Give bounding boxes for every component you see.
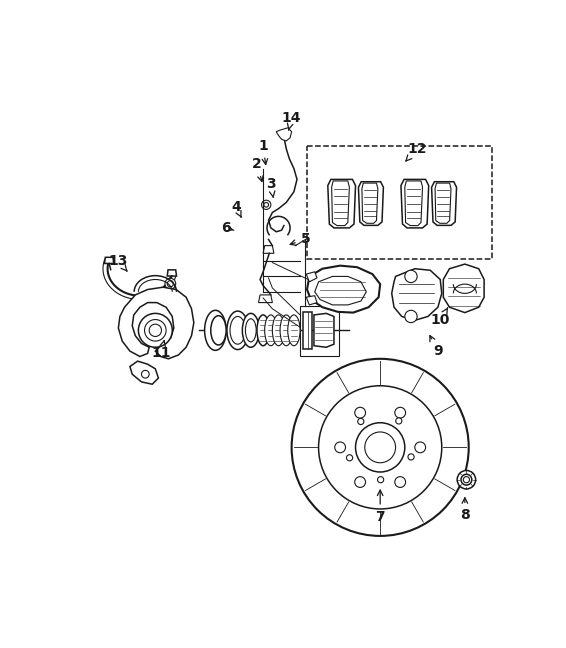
Ellipse shape bbox=[288, 315, 300, 346]
Polygon shape bbox=[314, 314, 334, 347]
Polygon shape bbox=[362, 183, 378, 224]
Text: 4: 4 bbox=[231, 200, 241, 217]
Ellipse shape bbox=[272, 315, 285, 346]
Ellipse shape bbox=[257, 315, 269, 346]
Circle shape bbox=[144, 319, 166, 341]
Polygon shape bbox=[130, 361, 158, 384]
Text: 3: 3 bbox=[266, 177, 276, 197]
Circle shape bbox=[405, 270, 417, 283]
Circle shape bbox=[335, 442, 345, 453]
Text: 1: 1 bbox=[258, 139, 268, 165]
Polygon shape bbox=[118, 287, 194, 359]
Polygon shape bbox=[307, 266, 380, 312]
Ellipse shape bbox=[204, 310, 226, 351]
Polygon shape bbox=[392, 269, 442, 320]
Ellipse shape bbox=[211, 316, 226, 345]
Polygon shape bbox=[276, 128, 291, 141]
Ellipse shape bbox=[242, 314, 259, 347]
Circle shape bbox=[142, 371, 149, 378]
Circle shape bbox=[261, 200, 271, 209]
Polygon shape bbox=[432, 181, 457, 226]
Polygon shape bbox=[401, 179, 428, 228]
Circle shape bbox=[138, 314, 172, 347]
Text: 9: 9 bbox=[430, 336, 443, 358]
Circle shape bbox=[355, 408, 366, 418]
Circle shape bbox=[167, 281, 173, 287]
Polygon shape bbox=[306, 295, 317, 305]
Ellipse shape bbox=[280, 315, 293, 346]
Circle shape bbox=[464, 477, 469, 483]
Circle shape bbox=[165, 279, 175, 289]
Polygon shape bbox=[332, 181, 349, 226]
Polygon shape bbox=[263, 246, 274, 253]
Circle shape bbox=[365, 432, 396, 463]
Circle shape bbox=[396, 418, 402, 424]
Circle shape bbox=[346, 455, 353, 461]
Bar bbox=[307, 146, 492, 259]
Circle shape bbox=[358, 419, 364, 424]
Polygon shape bbox=[167, 270, 177, 276]
Polygon shape bbox=[435, 183, 451, 224]
Ellipse shape bbox=[246, 319, 256, 342]
Circle shape bbox=[457, 470, 475, 489]
Polygon shape bbox=[358, 181, 383, 226]
Circle shape bbox=[405, 310, 417, 323]
Circle shape bbox=[149, 324, 161, 336]
Circle shape bbox=[355, 477, 366, 487]
Circle shape bbox=[408, 454, 414, 460]
Circle shape bbox=[395, 408, 406, 418]
Ellipse shape bbox=[227, 311, 248, 349]
Polygon shape bbox=[405, 181, 422, 226]
Circle shape bbox=[415, 442, 426, 453]
Text: 5: 5 bbox=[290, 233, 310, 246]
Text: 12: 12 bbox=[406, 142, 427, 161]
Circle shape bbox=[378, 477, 384, 483]
Text: 14: 14 bbox=[282, 111, 301, 130]
Bar bbox=[300, 306, 338, 356]
Circle shape bbox=[461, 474, 472, 485]
Text: 6: 6 bbox=[221, 221, 234, 235]
Polygon shape bbox=[315, 277, 366, 305]
Polygon shape bbox=[328, 179, 355, 228]
Circle shape bbox=[355, 422, 405, 472]
Circle shape bbox=[395, 477, 406, 487]
Polygon shape bbox=[303, 312, 312, 349]
Circle shape bbox=[291, 359, 469, 536]
Text: 2: 2 bbox=[252, 157, 263, 181]
Polygon shape bbox=[443, 264, 484, 312]
Text: 10: 10 bbox=[431, 308, 450, 327]
Circle shape bbox=[264, 202, 268, 207]
Polygon shape bbox=[306, 272, 317, 282]
Text: 13: 13 bbox=[109, 254, 128, 271]
Ellipse shape bbox=[265, 315, 277, 346]
Circle shape bbox=[319, 386, 442, 509]
Ellipse shape bbox=[230, 316, 246, 344]
Text: 8: 8 bbox=[460, 498, 470, 522]
Text: 11: 11 bbox=[151, 341, 170, 360]
Polygon shape bbox=[105, 257, 114, 264]
Polygon shape bbox=[259, 295, 272, 303]
Text: 7: 7 bbox=[375, 490, 385, 524]
